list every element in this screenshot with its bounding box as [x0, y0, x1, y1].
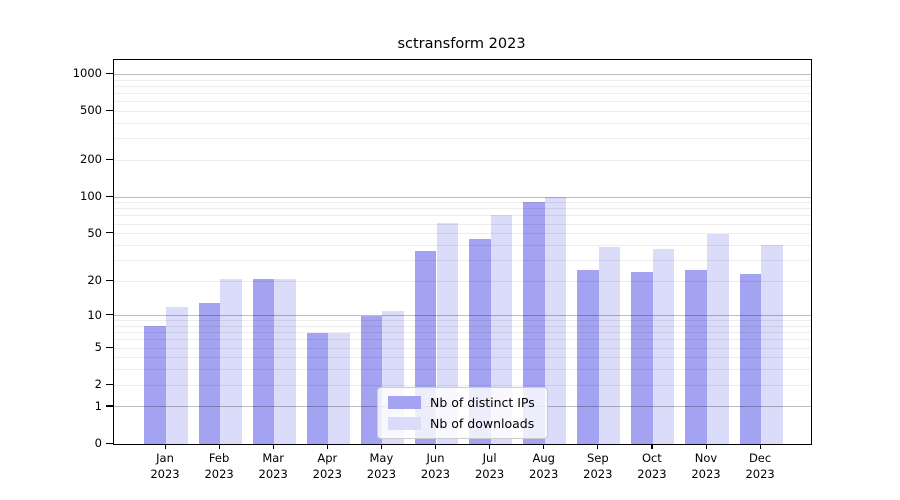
y-tick-mark	[106, 109, 113, 112]
bar-downloads-feb	[220, 278, 242, 444]
y-axis-tick-label: 1	[94, 398, 102, 413]
y-axis-tick-label: 2	[94, 377, 102, 392]
x-tick-mark	[597, 444, 599, 449]
bar-downloads-apr	[328, 332, 350, 444]
bar-distinct-ips-nov	[685, 269, 707, 444]
bar-distinct-ips-oct	[631, 271, 653, 444]
bar-distinct-ips-jan	[144, 326, 166, 444]
bar-distinct-ips-may	[360, 315, 383, 444]
bar-downloads-jan	[166, 306, 188, 444]
x-axis-tick-label: Aug 2023	[529, 451, 559, 481]
legend-label-downloads: Nb of downloads	[430, 416, 535, 431]
y-axis-tick-label: 100	[80, 189, 102, 204]
x-axis-tick-label: Sep 2023	[583, 451, 613, 481]
bar-distinct-ips-sep	[577, 269, 599, 444]
x-tick-mark	[218, 444, 220, 449]
x-axis-tick-label: May 2023	[366, 451, 397, 481]
x-tick-mark	[705, 444, 707, 449]
y-tick-mark	[106, 232, 113, 234]
y-tick-mark	[106, 72, 113, 75]
x-tick-mark	[272, 444, 274, 449]
x-axis-tick-label: Jun 2023	[420, 451, 451, 481]
y-tick-mark	[106, 314, 113, 316]
x-axis-tick-label: Nov 2023	[691, 451, 721, 481]
bar-distinct-ips-feb	[198, 302, 221, 444]
y-tick-mark	[106, 158, 113, 160]
bars-layer	[114, 60, 811, 444]
bar-downloads-nov	[707, 233, 729, 444]
bar-distinct-ips-dec	[739, 274, 762, 444]
y-tick-mark	[106, 383, 113, 385]
bar-downloads-sep	[598, 246, 621, 444]
chart-title: sctransform 2023	[397, 36, 526, 52]
bar-distinct-ips-mar	[252, 278, 275, 444]
legend-swatch-distinct-ips	[388, 396, 421, 409]
y-tick-mark	[106, 442, 113, 444]
y-axis-tick-label: 0	[94, 436, 102, 450]
x-tick-mark	[164, 444, 166, 449]
y-axis-tick-label: 50	[87, 225, 102, 240]
x-tick-mark	[435, 444, 437, 449]
x-tick-mark	[651, 444, 653, 449]
bar-downloads-mar	[274, 278, 296, 444]
y-tick-mark	[106, 346, 113, 348]
y-tick-mark	[106, 405, 113, 407]
plot-area: Nb of distinct IPs Nb of downloads	[113, 59, 812, 445]
y-axis-tick-label: 20	[87, 273, 102, 288]
y-axis-tick-label: 5	[94, 340, 102, 355]
x-axis-tick-label: Jul 2023	[474, 451, 505, 481]
legend-item-distinct-ips: Nb of distinct IPs	[388, 395, 537, 410]
x-tick-mark	[759, 444, 761, 449]
x-tick-mark	[326, 444, 328, 449]
y-axis-tick-label: 1000	[72, 66, 102, 81]
x-axis-tick-label: Dec 2023	[745, 451, 775, 481]
x-axis-tick-label: Jan 2023	[150, 451, 180, 481]
bar-downloads-oct	[652, 249, 675, 444]
x-axis-tick-label: Apr 2023	[312, 451, 342, 481]
bar-downloads-jul	[490, 214, 513, 444]
legend-item-downloads: Nb of downloads	[388, 416, 537, 431]
x-axis-tick-label: Oct 2023	[637, 451, 667, 481]
x-tick-mark	[489, 444, 491, 449]
bar-distinct-ips-aug	[523, 201, 545, 444]
x-axis-tick-label: Mar 2023	[258, 451, 288, 481]
x-tick-mark	[543, 444, 545, 449]
y-axis-tick-label: 10	[87, 307, 102, 322]
legend-label-distinct-ips: Nb of distinct IPs	[430, 395, 535, 410]
bar-distinct-ips-apr	[306, 332, 329, 444]
y-axis-tick-label: 500	[80, 103, 102, 118]
y-tick-mark	[106, 195, 113, 197]
x-axis-tick-label: Feb 2023	[204, 451, 234, 481]
legend-swatch-downloads	[388, 417, 421, 430]
y-axis-tick-label: 200	[80, 152, 102, 167]
y-tick-mark	[106, 279, 113, 281]
legend: Nb of distinct IPs Nb of downloads	[377, 387, 548, 439]
bar-downloads-dec	[761, 245, 783, 444]
x-tick-mark	[380, 444, 383, 449]
bar-downloads-aug	[544, 196, 567, 444]
